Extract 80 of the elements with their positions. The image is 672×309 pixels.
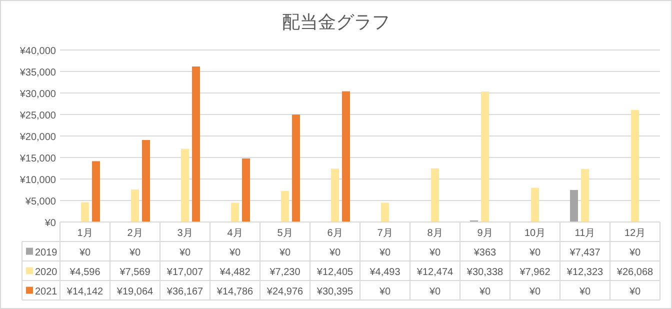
data-label: ¥7,230	[268, 266, 301, 278]
x-tick-label: 11月	[574, 228, 596, 239]
bar	[531, 188, 539, 222]
y-tick-label: ¥5,000	[24, 196, 56, 208]
bar	[481, 92, 489, 222]
bar	[131, 189, 139, 222]
data-label: ¥14,786	[216, 286, 254, 298]
bar	[342, 91, 350, 222]
data-label: ¥0	[628, 247, 641, 258]
bar	[331, 168, 339, 222]
data-label: ¥30,338	[466, 266, 504, 278]
data-label: ¥7,437	[568, 247, 601, 258]
data-label: ¥30,395	[316, 286, 354, 298]
data-label: ¥0	[378, 286, 391, 298]
y-tick-label: ¥0	[44, 218, 56, 229]
chart-title: 配当金グラフ	[282, 12, 390, 32]
bar	[181, 148, 189, 222]
data-label: ¥0	[178, 247, 191, 258]
x-tick-label: 10月	[524, 228, 546, 239]
data-label: ¥4,493	[368, 266, 401, 278]
data-label: ¥363	[472, 247, 497, 258]
bar	[292, 114, 300, 222]
bar	[281, 190, 289, 222]
x-tick-label: 1月	[77, 228, 93, 239]
data-label: ¥19,064	[116, 286, 154, 298]
data-label: ¥12,323	[566, 266, 604, 278]
x-tick-label: 8月	[427, 228, 443, 239]
data-label: ¥0	[628, 286, 641, 298]
data-label: ¥0	[478, 286, 491, 298]
data-label: ¥12,474	[416, 266, 454, 278]
y-tick-label: ¥15,000	[18, 154, 56, 164]
x-tick-label: 4月	[227, 228, 243, 239]
data-label: ¥0	[528, 247, 541, 258]
y-tick-label: ¥10,000	[18, 175, 56, 186]
data-label: ¥0	[78, 247, 91, 258]
x-tick-label: 9月	[477, 228, 493, 239]
data-label: ¥0	[528, 286, 541, 298]
legend-label: 2020	[35, 266, 58, 278]
bar	[242, 158, 250, 222]
data-label: ¥7,569	[118, 266, 151, 278]
x-tick-label: 2月	[127, 228, 143, 239]
bar	[231, 202, 239, 222]
x-tick-label: 3月	[177, 228, 193, 239]
x-tick-label: 6月	[327, 228, 343, 239]
data-label: ¥4,596	[68, 266, 101, 278]
x-tick-label: 12月	[624, 228, 646, 239]
bar	[581, 169, 589, 222]
data-label: ¥14,142	[66, 286, 104, 298]
x-tick-label: 5月	[277, 228, 293, 239]
data-label: ¥7,962	[518, 266, 551, 278]
bar	[192, 66, 200, 222]
y-tick-label: ¥40,000	[18, 46, 56, 57]
bar	[92, 161, 100, 222]
bar	[631, 110, 639, 222]
x-tick-label: 7月	[377, 228, 393, 239]
data-label: ¥0	[578, 286, 591, 298]
y-tick-label: ¥35,000	[18, 68, 56, 78]
bar	[81, 202, 89, 222]
legend-label: 2019	[35, 247, 58, 258]
data-label: ¥0	[428, 286, 441, 298]
data-label: ¥17,007	[166, 266, 204, 278]
bar	[381, 202, 389, 222]
data-label: ¥0	[428, 247, 441, 258]
y-tick-label: ¥20,000	[18, 132, 56, 143]
data-label: ¥0	[128, 247, 141, 258]
bar	[570, 190, 578, 222]
bar	[142, 140, 150, 222]
y-tick-label: ¥25,000	[18, 110, 56, 122]
data-label: ¥0	[278, 247, 291, 258]
data-label: ¥0	[328, 247, 341, 258]
data-label: ¥26,068	[616, 266, 654, 278]
data-label: ¥0	[228, 247, 241, 258]
data-label: ¥24,976	[266, 286, 304, 298]
y-tick-label: ¥30,000	[18, 89, 56, 100]
data-label: ¥36,167	[166, 286, 204, 298]
bar	[431, 168, 439, 222]
data-label: ¥4,482	[218, 266, 251, 278]
data-label: ¥0	[378, 247, 391, 258]
legend-label: 2021	[35, 286, 58, 298]
data-label: ¥12,405	[316, 266, 354, 278]
